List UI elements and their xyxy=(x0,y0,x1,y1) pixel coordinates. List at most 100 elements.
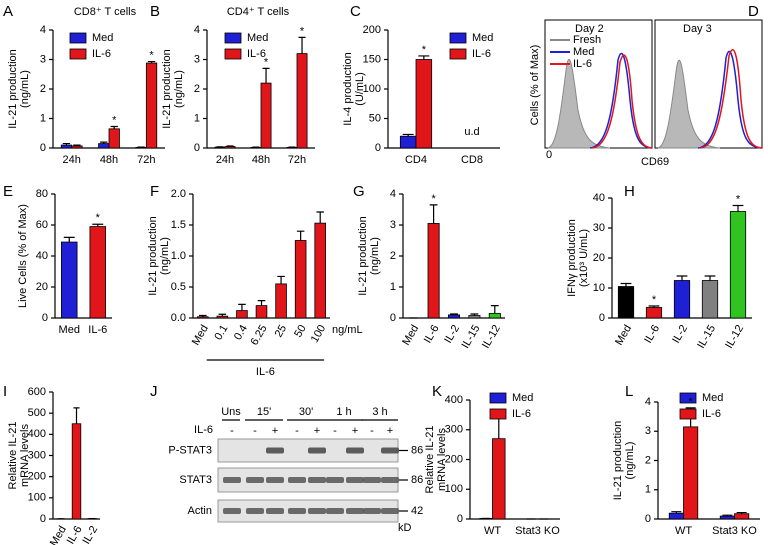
blot-band xyxy=(346,477,364,483)
size-label: 86 xyxy=(411,474,423,486)
panel-letter: D xyxy=(748,3,759,20)
x-tick-label: 48h xyxy=(252,154,270,166)
x-tick-label: IL-15 xyxy=(460,323,483,351)
bar xyxy=(89,226,106,319)
y-axis-label: Live Cells (% of Max) xyxy=(17,204,29,308)
group-label: 15' xyxy=(257,406,271,418)
group-label: Uns xyxy=(221,406,241,418)
legend-swatch xyxy=(224,48,242,60)
y-tick-label: 40 xyxy=(593,192,605,204)
y-tick-label: 0 xyxy=(390,312,396,324)
bar xyxy=(468,315,481,319)
med-curve xyxy=(697,50,763,149)
group-label: 1 h xyxy=(336,406,351,418)
treatment-sign: + xyxy=(314,425,320,437)
error-bar xyxy=(736,511,747,514)
x-tick-label: 24h xyxy=(216,154,234,166)
y-tick-label: 40 xyxy=(36,250,48,262)
x-tick-label: 100 xyxy=(309,323,329,345)
bar xyxy=(734,513,750,520)
blot-band xyxy=(266,508,284,514)
y-tick-label: 200 xyxy=(363,24,381,36)
bar xyxy=(701,280,719,319)
x-tick-label: IL-2 xyxy=(670,323,690,345)
treatment-label: IL-6 xyxy=(194,424,213,436)
y-axis-label: IL-4 production xyxy=(342,52,354,125)
treatment-sign: - xyxy=(230,425,234,437)
bar xyxy=(683,426,699,520)
legend-swatch xyxy=(224,32,242,44)
x-tick-label: IL-12 xyxy=(723,323,746,351)
size-unit: kD xyxy=(398,522,412,534)
error-bar xyxy=(429,204,438,224)
y-tick-label: 20 xyxy=(36,281,48,293)
bar xyxy=(488,312,501,319)
bar xyxy=(668,512,684,520)
legend-swatch xyxy=(449,48,467,60)
row-label: Actin xyxy=(188,505,212,517)
y-tick-label: 80 xyxy=(36,188,48,200)
legend-swatch xyxy=(679,408,697,420)
significance-mark: * xyxy=(422,44,427,56)
x-tick-label: 0.4 xyxy=(232,323,250,342)
bar xyxy=(275,283,287,319)
group-label: 3 h xyxy=(372,406,387,418)
y-tick-label: 1 xyxy=(194,112,200,124)
treatment-sign: - xyxy=(333,425,337,437)
significance-mark: * xyxy=(112,114,117,126)
annotation: u.d xyxy=(464,126,479,138)
x-tick-label: Stat3 KO xyxy=(712,525,757,537)
error-bar xyxy=(402,133,414,137)
y-tick-label: 4 xyxy=(645,396,651,408)
y-tick-label: 0 xyxy=(40,513,46,525)
chart-title: CD8⁺ T cells xyxy=(74,6,137,18)
error-bar xyxy=(470,313,479,316)
error-bar xyxy=(418,55,430,60)
bar xyxy=(98,143,110,149)
y-tick-label: 100 xyxy=(28,492,46,504)
x-tick-label: IL-2 xyxy=(80,524,100,545)
bar xyxy=(145,62,158,149)
y-tick-label: 10 xyxy=(593,282,605,294)
x-tick-label: IL-12 xyxy=(480,323,503,351)
significance-mark: * xyxy=(96,212,101,224)
legend-swatch xyxy=(449,32,467,44)
treatment-sign: - xyxy=(295,425,299,437)
error-bar xyxy=(676,275,688,281)
y-axis-label: IL-21 production xyxy=(147,216,159,296)
blot-band xyxy=(346,508,364,514)
error-bar xyxy=(92,223,104,227)
il6-curve xyxy=(699,49,763,149)
panel-letter: J xyxy=(150,383,158,400)
y-tick-label: 500 xyxy=(28,407,46,419)
panel-letter: H xyxy=(624,183,635,200)
legend-label: Fresh xyxy=(573,34,601,46)
y-tick-label: 0.5 xyxy=(171,281,186,293)
y-axis-label: IL-21 production xyxy=(7,49,19,129)
size-label: 86 xyxy=(411,444,423,456)
y-axis-label: Cells (% of Max) xyxy=(529,45,541,126)
error-bar xyxy=(490,305,499,314)
legend-label: IL-6 xyxy=(512,408,531,420)
blot-band xyxy=(308,447,326,454)
y-tick-label: 600 xyxy=(28,386,46,398)
error-bar xyxy=(63,236,75,243)
y-axis-label: IL-21 production xyxy=(612,421,624,501)
blot-band xyxy=(223,508,241,514)
panel-letter: I xyxy=(3,383,7,400)
blot-band xyxy=(363,508,381,514)
y-tick-label: 50 xyxy=(369,112,381,124)
blot-band xyxy=(363,477,381,483)
error-bar xyxy=(704,275,716,281)
bar xyxy=(294,240,307,319)
legend-swatch xyxy=(489,392,507,404)
bar xyxy=(236,310,248,319)
error-bar xyxy=(218,313,227,317)
size-label: 42 xyxy=(411,505,423,517)
y-tick-label: 100 xyxy=(445,483,463,495)
significance-mark: * xyxy=(688,396,693,408)
bar xyxy=(197,316,209,319)
y-tick-label: 1 xyxy=(40,112,46,124)
x-tick-label: 6.25 xyxy=(249,323,270,348)
error-bar xyxy=(147,60,156,64)
